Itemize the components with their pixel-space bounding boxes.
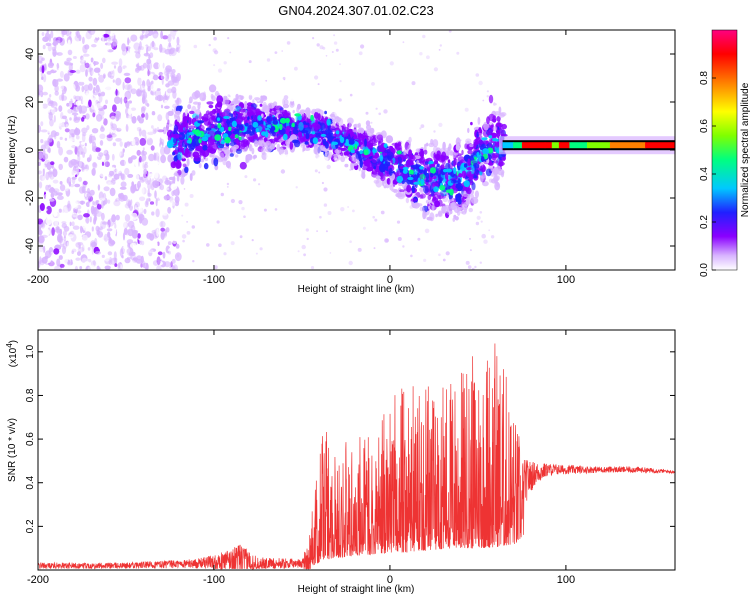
snr-x-tick-label: 0 [387,574,393,586]
snr-x-ticks: -200 -100 0 100 [27,330,575,586]
colorbar-label: Normalized spectral amplitude [740,82,750,217]
spectrogram-x-tick-label: -100 [203,274,225,286]
colorbar-tick-label: 0.6 [699,119,710,133]
snr-x-tick-label: -100 [203,574,225,586]
spectrogram-x-axis-label: Height of straight line (km) [298,284,415,295]
spectrogram-y-ticks: -40 -20 0 20 40 [24,48,675,254]
colorbar-tick-label: 0.8 [699,71,710,85]
colorbar-ticks: 0.0 0.2 0.4 0.6 0.8 [699,71,716,277]
spectrogram-y-tick-label: -20 [24,190,36,206]
spectrogram-y-tick-label: 0 [24,147,36,153]
snr-x-tick-label: 100 [557,574,575,586]
snr-y-ticks: 0.2 0.4 0.6 0.8 1.0 [25,344,675,533]
spectrogram-x-ticks: -200 -100 0 100 [27,30,575,286]
colorbar-gradient [711,29,738,271]
spectrogram-x-tick-label: 100 [557,274,575,286]
spectrogram-y-tick-label: 20 [24,96,36,108]
snr-x-axis-label: Height of straight line (km) [298,584,415,595]
snr-scale-prefix: (x10 [8,347,19,367]
snr-y-tick-label: 0.6 [25,432,36,446]
snr-frame [37,329,676,571]
snr-y-tick-label: 0.4 [25,475,36,489]
snr-scale-exponent: 4 [5,343,14,348]
snr-y-axis-label: SNR (10 * v/v) [7,418,18,482]
spectrogram-y-axis-label: Frequency (Hz) [7,116,18,185]
snr-y-tick-label: 1.0 [25,344,36,358]
spectrogram-marks [38,30,675,270]
svg-text:(x104): (x104) [5,340,19,367]
snr-series-line [38,343,675,570]
chart-title: GN04.2024.307.01.02.C23 [278,3,433,18]
colorbar: 0.0 0.2 0.4 0.6 0.8 Normalized spectral ampl… [699,29,750,277]
colorbar-tick-label: 0.4 [699,167,710,181]
spectrogram-y-tick-label: -40 [24,238,36,254]
spectrogram-y-tick-label: 40 [24,48,36,60]
spectrogram-x-tick-label: -200 [27,274,49,286]
snr-scale-close: ) [8,340,19,343]
snr-scale-factor: (x104) [5,340,19,367]
colorbar-tick-label: 0.0 [699,263,710,277]
snr-x-tick-label: -200 [27,574,49,586]
snr-panel: -200 -100 0 100 0.2 0.4 0.6 0.8 1.0 Height of s… [5,329,676,595]
snr-y-tick-label: 0.8 [25,388,36,402]
colorbar-tick-label: 0.2 [699,215,710,229]
snr-y-tick-label: 0.2 [25,519,36,533]
spectrogram-x-tick-label: 0 [387,274,393,286]
